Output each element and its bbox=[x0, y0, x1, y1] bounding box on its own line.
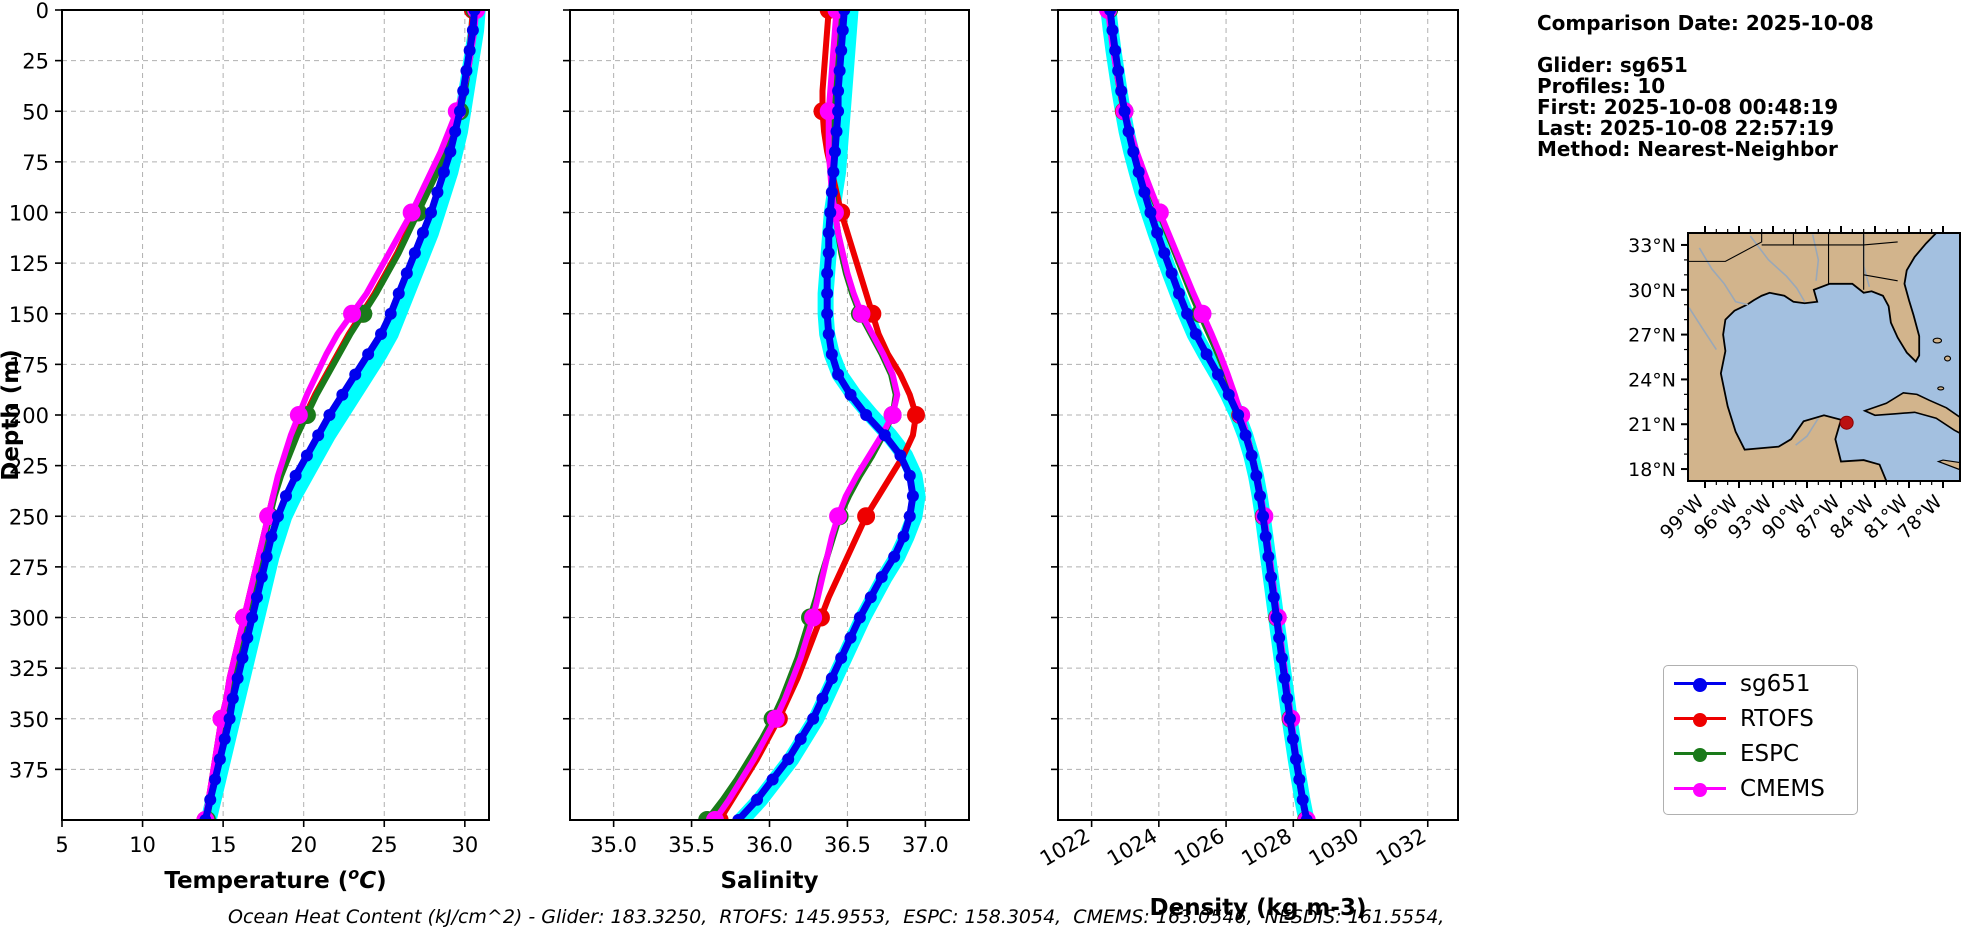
map-cuba bbox=[1862, 392, 1960, 435]
ytick-label: 225 bbox=[9, 455, 49, 479]
map-lat-label: 21°N bbox=[1628, 414, 1676, 436]
xtick-label: 1022 bbox=[1036, 824, 1094, 872]
xtick-label: 35.0 bbox=[590, 833, 637, 857]
ytick-label: 325 bbox=[9, 657, 49, 681]
series-legend: sg651 RTOFS ESPC CMEMS bbox=[1663, 665, 1858, 815]
panel-2-series bbox=[698, 10, 926, 820]
ytick-label: 75 bbox=[22, 151, 49, 175]
legend-item-cmems[interactable]: CMEMS bbox=[1664, 771, 1857, 806]
map-island-2 bbox=[1961, 372, 1966, 382]
x-axis-title: Salinity bbox=[720, 868, 818, 894]
map-island-0 bbox=[1932, 337, 1943, 344]
legend-item-rtofs[interactable]: RTOFS bbox=[1664, 701, 1857, 736]
map-river-2 bbox=[1811, 234, 1820, 281]
panel-1-series bbox=[196, 10, 486, 820]
ytick-label: 300 bbox=[9, 607, 49, 631]
map-river-4 bbox=[1688, 307, 1718, 350]
panel-2: 35.0 35.5 36.0 36.5 37.0 Salinity bbox=[563, 9, 970, 894]
xtick-label: 1024 bbox=[1103, 824, 1161, 872]
xtick-label: 35.5 bbox=[668, 833, 715, 857]
xtick-label: 36.0 bbox=[746, 833, 793, 857]
xtick-label: 15 bbox=[210, 833, 237, 857]
first-profile-line: First: 2025-10-08 00:48:19 bbox=[1537, 95, 1839, 119]
legend-marker-dot bbox=[1693, 783, 1707, 797]
legend-item-espc[interactable]: ESPC bbox=[1664, 736, 1857, 771]
map-river-1 bbox=[1749, 235, 1806, 303]
legend-marker-dot bbox=[1693, 678, 1707, 692]
xtick-label: 1030 bbox=[1305, 824, 1363, 872]
xtick-label: 36.5 bbox=[824, 833, 871, 857]
legend-label: sg651 bbox=[1740, 670, 1811, 697]
x-axis-title: Temperature (oC) bbox=[164, 864, 386, 895]
map-lat-label: 24°N bbox=[1628, 369, 1676, 391]
panel-3-series bbox=[1099, 10, 1316, 820]
glider-location-marker bbox=[1839, 415, 1854, 430]
map-river-5 bbox=[1795, 417, 1820, 446]
legend-label: ESPC bbox=[1740, 740, 1800, 767]
legend-line-swatch bbox=[1674, 678, 1726, 692]
map-lat-label: 27°N bbox=[1628, 325, 1676, 347]
legend-line-swatch bbox=[1674, 748, 1726, 762]
ytick-label: 350 bbox=[9, 708, 49, 732]
y-axis-title: Depth (m) bbox=[0, 349, 24, 481]
legend-marker-dot bbox=[1693, 748, 1707, 762]
ytick-label: 150 bbox=[9, 303, 49, 327]
panel-1: 5 10 15 20 25 30 Temperature (oC) 0 25 50 75 100 125… bbox=[9, 0, 490, 895]
ytick-label: 125 bbox=[9, 252, 49, 276]
legend-item-sg651[interactable]: sg651 bbox=[1664, 666, 1857, 701]
map-lat-label: 30°N bbox=[1628, 280, 1676, 302]
xtick-label: 5 bbox=[55, 833, 68, 857]
xtick-label: 1026 bbox=[1170, 824, 1228, 872]
legend-line-swatch bbox=[1674, 713, 1726, 727]
xtick-label: 10 bbox=[129, 833, 156, 857]
xtick-label: 30 bbox=[451, 833, 478, 857]
map-ocean-polygon bbox=[1719, 233, 1960, 481]
xtick-label: 1028 bbox=[1238, 824, 1296, 872]
map-border-4 bbox=[1863, 274, 1898, 282]
map-jamaica bbox=[1936, 459, 1960, 471]
map-lat-label: 18°N bbox=[1628, 459, 1676, 481]
xtick-label: 37.0 bbox=[902, 833, 949, 857]
map-border-0 bbox=[1688, 233, 1763, 262]
map-island-1 bbox=[1943, 355, 1952, 362]
xtick-label: 1032 bbox=[1372, 824, 1430, 872]
ytick-label: 175 bbox=[9, 353, 49, 377]
profiles-line: Profiles: 10 bbox=[1537, 74, 1666, 98]
ytick-label: 250 bbox=[9, 505, 49, 529]
map-frame bbox=[1687, 232, 1961, 482]
ytick-label: 25 bbox=[22, 50, 49, 74]
last-profile-line: Last: 2025-10-08 22:57:19 bbox=[1537, 116, 1835, 140]
legend-label: RTOFS bbox=[1740, 705, 1814, 732]
series-sg651_spread bbox=[200, 10, 486, 820]
x-axis-title: Density (kg m-3) bbox=[1150, 895, 1367, 921]
location-map[interactable]: 33°N30°N27°N24°N21°N18°N99°W96°W93°W90°W… bbox=[1500, 225, 1970, 645]
profile-panels: 5 10 15 20 25 30 Temperature (oC) 0 25 50 75 100 125… bbox=[0, 0, 1459, 921]
xtick-label: 25 bbox=[371, 833, 398, 857]
xtick-label: 20 bbox=[290, 833, 317, 857]
legend-label: CMEMS bbox=[1740, 775, 1825, 802]
method-line: Method: Nearest-Neighbor bbox=[1537, 137, 1838, 161]
ytick-label: 0 bbox=[36, 0, 49, 23]
ytick-label: 200 bbox=[9, 404, 49, 428]
ocean-heat-content-caption: Ocean Heat Content (kJ/cm^2) - Glider: 1… bbox=[228, 906, 1445, 928]
ytick-label: 375 bbox=[9, 758, 49, 782]
ytick-label: 100 bbox=[9, 202, 49, 226]
glider-line: Glider: sg651 bbox=[1537, 53, 1688, 77]
ytick-label: 50 bbox=[22, 100, 49, 124]
legend-line-swatch bbox=[1674, 783, 1726, 797]
map-island-3 bbox=[1937, 386, 1945, 391]
legend-marker-dot bbox=[1693, 713, 1707, 727]
ytick-label: 275 bbox=[9, 556, 49, 580]
comparison-date-line: Comparison Date: 2025-10-08 bbox=[1537, 11, 1874, 35]
map-lat-label: 33°N bbox=[1628, 235, 1676, 257]
